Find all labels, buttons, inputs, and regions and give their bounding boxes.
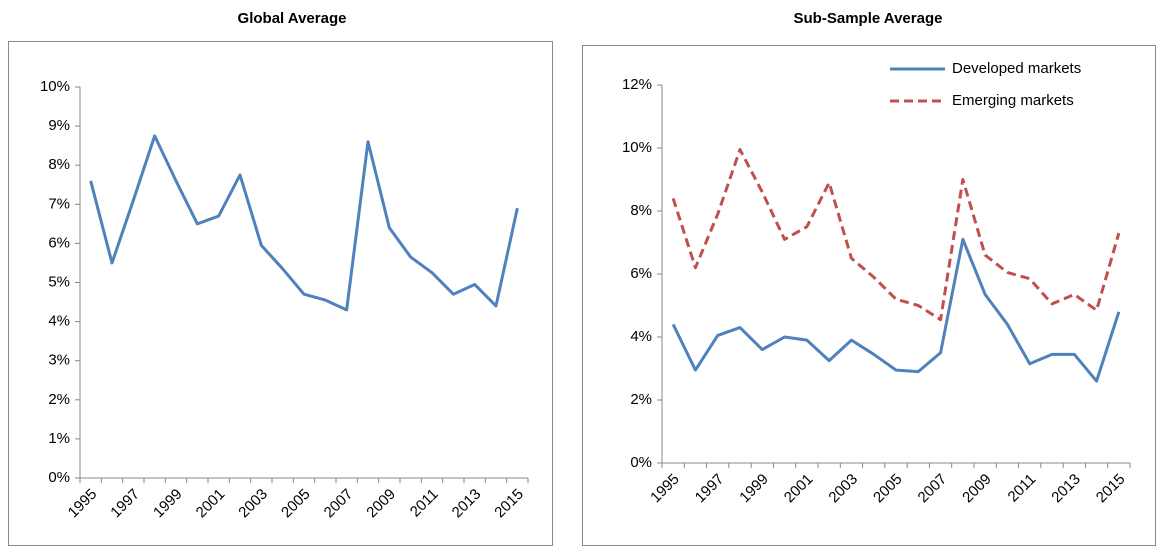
x-tick-label: 1995 [647,471,683,507]
x-tick-label: 2013 [449,486,485,522]
x-tick-label: 2003 [235,486,271,522]
chart-frame [8,41,553,546]
x-tick-label: 1999 [736,471,772,507]
x-tick-label: 2007 [321,486,357,522]
y-tick-label: 4% [630,328,652,345]
x-tick-label: 2011 [1005,471,1040,506]
chart-frame [582,45,1156,546]
y-tick-label: 6% [630,265,652,282]
y-tick-label: 2% [48,391,70,408]
chart-title: Sub-Sample Average [794,10,943,27]
x-tick-label: 2005 [278,486,314,522]
y-tick-label: 8% [630,202,652,219]
y-tick-label: 9% [48,117,70,134]
x-tick-label: 2011 [407,486,442,521]
x-tick-label: 2015 [1093,471,1129,507]
y-tick-label: 8% [48,156,70,173]
x-tick-label: 2013 [1048,471,1084,507]
x-tick-label: 1997 [692,471,728,507]
legend-label: Emerging markets [952,92,1074,109]
x-tick-label: 1995 [65,486,101,522]
x-tick-label: 2009 [363,486,399,522]
y-tick-label: 12% [622,76,652,93]
x-tick-label: 1997 [107,486,143,522]
data-line [671,237,1121,383]
x-tick-label: 2007 [915,471,951,507]
y-tick-label: 10% [622,139,652,156]
x-tick-label: 2001 [193,486,229,522]
chart-title: Global Average [238,10,347,27]
x-tick-label: 2003 [825,471,861,507]
y-tick-label: 5% [48,273,70,290]
data-line [89,134,519,312]
y-tick-label: 0% [48,469,70,486]
y-tick-label: 7% [48,195,70,212]
x-tick-label: 1999 [150,486,186,522]
x-tick-label: 2009 [959,471,995,507]
y-tick-label: 10% [40,78,70,95]
y-tick-label: 2% [630,391,652,408]
y-tick-label: 1% [48,430,70,447]
x-tick-label: 2015 [491,486,527,522]
x-tick-label: 2001 [781,471,817,507]
data-line [671,148,1121,322]
x-tick-label: 2005 [870,471,906,507]
y-tick-label: 4% [48,313,70,330]
y-tick-label: 6% [48,234,70,251]
y-tick-label: 0% [630,454,652,471]
y-tick-label: 3% [48,352,70,369]
legend-label: Developed markets [952,60,1081,77]
